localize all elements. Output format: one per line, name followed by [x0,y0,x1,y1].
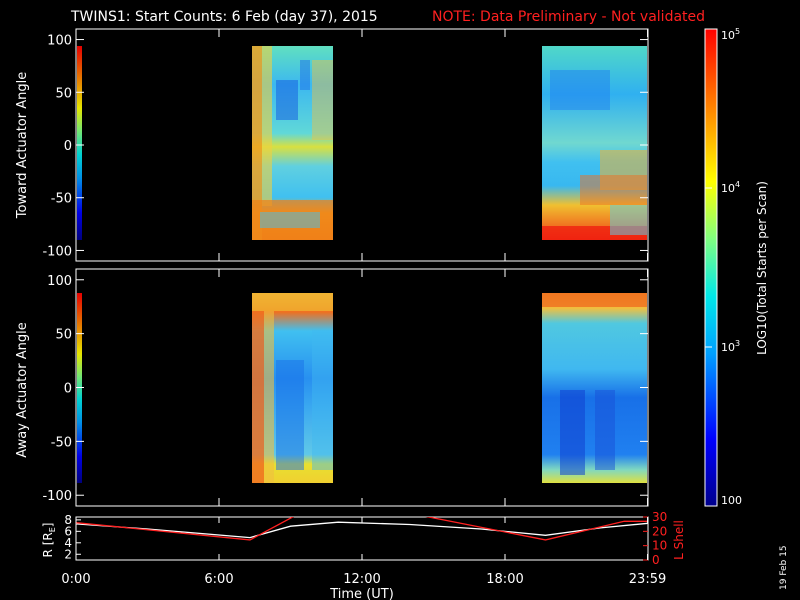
preliminary-note: NOTE: Data Preliminary - Not validated [432,9,705,25]
chart-title: TWINS1: Start Counts: 6 Feb (day 37), 20… [70,9,378,25]
x-tick-label: 23:59 [629,572,666,587]
toward-ylabel: Toward Actuator Angle [15,72,30,219]
x-tick-label: 18:00 [486,572,523,587]
toward-y-tick-label: -100 [42,244,72,259]
orbit-lines [76,517,648,541]
colorbar-tick-exp: 5 [735,27,740,36]
away-data-block-2 [542,293,647,483]
away-y-tick-label: 100 [47,274,72,289]
orbit-right-tick-label: 30 [652,510,667,524]
orbit-left-tick-label: 6 [64,524,72,538]
colorbar [704,28,718,507]
orbit-right-tick-label: 20 [652,524,667,538]
colorbar-tick-base: 100 [721,494,742,507]
colorbar-tick-label: 100 [721,494,742,507]
colorbar-tick-base: 10 [721,29,735,42]
orbit-left-tick-label: 2 [64,547,72,561]
l-shell-line [76,517,648,541]
orbit-left-tick-label: 8 [64,513,72,527]
x-tick-label: 12:00 [343,572,380,587]
x-axis-ticks: 0:00 6:00 12:00 18:00 23:59 [61,29,666,587]
toward-y-tick-label: -50 [51,192,72,207]
away-ylabel: Away Actuator Angle [15,322,30,457]
orbit-panel [75,516,649,561]
away-y-tick-label: 0 [64,382,72,397]
r-distance-line [76,521,648,539]
away-panel [75,268,649,507]
colorbar-tick-label: 104 [721,180,740,195]
away-data-block-1 [252,293,333,483]
colorbar-tick-base: 10 [721,182,735,195]
toward-y-tick-label: 0 [64,139,72,154]
colorbar-tick-label: 105 [721,27,740,42]
toward-data-block-2 [542,46,647,240]
away-y-ticks: 100 50 0 -50 -100 [42,274,648,504]
x-axis-label: Time (UT) [329,587,394,600]
x-tick-label: 6:00 [204,572,233,587]
toward-edge-strip [77,46,82,240]
orbit-right-tick-label: 10 [652,539,667,553]
orbit-left-label: R [RE] [41,523,57,558]
toward-y-tick-label: 50 [55,86,72,101]
toward-data-block-1 [252,46,333,240]
orbit-right-label: L Shell [672,520,686,560]
colorbar-label: LOG10(Total Starts per Scan) [755,181,769,355]
orbit-left-tick-label: 4 [64,536,72,550]
away-y-tick-label: 50 [55,328,72,343]
away-y-tick-label: -100 [42,489,72,504]
toward-panel [75,28,649,262]
orbit-right-tick-label: 0 [652,553,660,567]
date-stamp: 19 Feb 15 [779,545,789,590]
colorbar-tick-base: 10 [721,341,735,354]
toward-y-ticks: 100 50 0 -50 -100 [42,34,648,259]
colorbar-tick-label: 103 [721,339,740,354]
toward-y-tick-label: 100 [47,34,72,49]
colorbar-tick-exp: 4 [735,180,740,189]
x-tick-label: 0:00 [61,572,90,587]
away-y-tick-label: -50 [51,435,72,450]
colorbar-tick-exp: 3 [735,339,740,348]
